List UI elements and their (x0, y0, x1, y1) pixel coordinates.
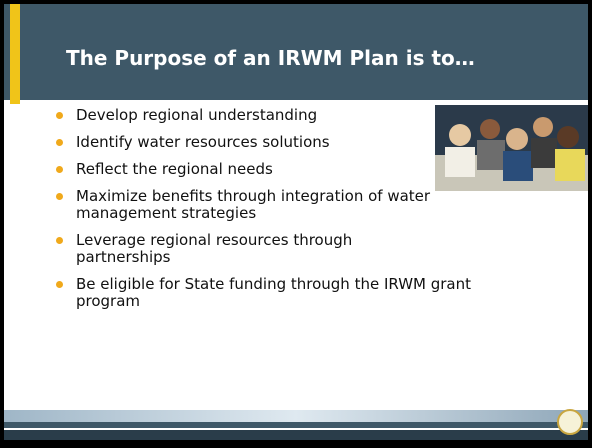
accent-stripe (10, 4, 20, 104)
bullet-item: Maximize benefits through integration of… (54, 188, 526, 222)
bullet-item: Reflect the regional needs (54, 161, 416, 178)
photo (435, 105, 588, 191)
bullet-item: Be eligible for State funding through th… (54, 276, 526, 310)
page: {"title": "The Purpose of an IRWM Plan i… (0, 4, 592, 448)
bullet-item: Develop regional understanding (54, 107, 416, 124)
footer (4, 396, 588, 440)
slide: The Purpose of an IRWM Plan is to… Devel… (4, 4, 588, 440)
bullet-item: Leverage regional resources through part… (54, 232, 416, 266)
bullet-item: Identify water resources solutions (54, 134, 416, 151)
slide-title: The Purpose of an IRWM Plan is to… (66, 46, 475, 70)
